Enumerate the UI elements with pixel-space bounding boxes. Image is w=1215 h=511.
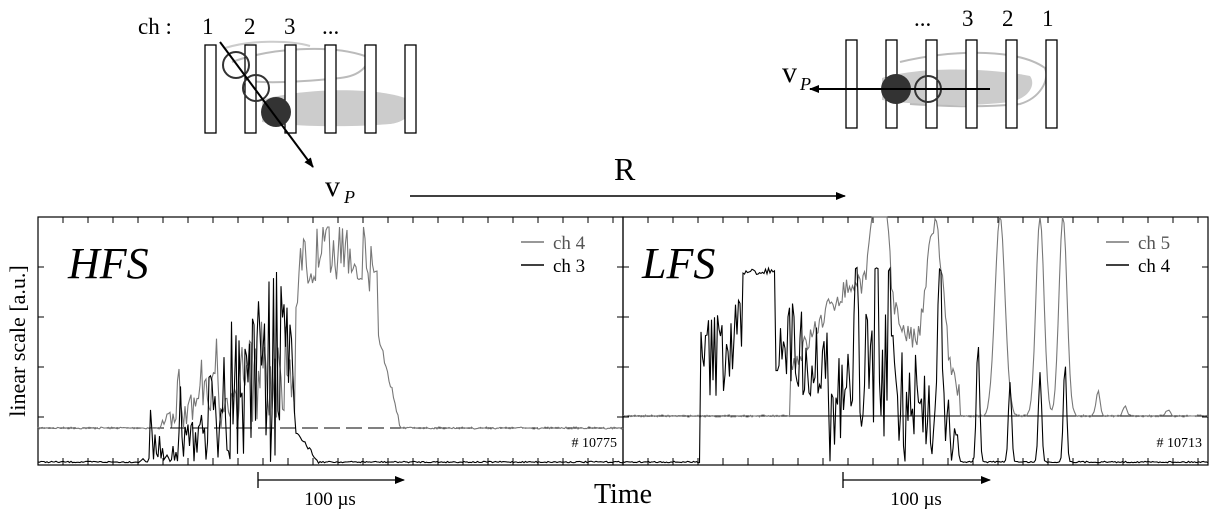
pellet-trajectory-arrow	[219, 41, 314, 168]
series-line-ch5	[622, 215, 1209, 418]
shot-number: # 10713	[1157, 436, 1203, 451]
panel-ticks	[38, 217, 1208, 465]
legend-label-ch3: ch 3	[553, 256, 585, 277]
major-radius-arrow: R	[410, 151, 846, 200]
scale-bar-label: 100 µs	[304, 489, 356, 510]
hfs-panel: HFS ch 4 ch 3 # 10775	[37, 226, 624, 465]
lfs-panel-frame	[622, 216, 1209, 466]
pellet-previous	[242, 74, 270, 102]
channel-label-ellipsis: ...	[914, 6, 931, 31]
channel-label-ellipsis: ...	[322, 14, 339, 39]
detector-channel	[845, 39, 858, 129]
channel-label-3: 3	[284, 14, 296, 39]
legend-label-ch4: ch 4	[553, 233, 586, 254]
series-line-ch4	[37, 226, 624, 430]
scale-bar-label: 100 µs	[890, 489, 942, 510]
velocity-label-subscript: P	[343, 187, 355, 207]
sketch-left: ch : 1 2 3 ... v P	[138, 14, 417, 207]
hfs-panel-label: HFS	[67, 239, 149, 288]
channel-label-1: 1	[202, 14, 214, 39]
channel-label-3: 3	[962, 6, 974, 31]
ablation-cloud-outline-2	[224, 40, 311, 49]
channel-label-1: 1	[1042, 6, 1054, 31]
legend-label-ch4: ch 4	[1138, 256, 1171, 277]
x-axis-label: Time	[594, 479, 652, 510]
lfs-panel-label: LFS	[641, 239, 715, 288]
sketch-right: ... 3 2 1 v P	[782, 6, 1058, 129]
detector-channel	[965, 39, 978, 129]
channel-label-2: 2	[244, 14, 256, 39]
detector-channel	[284, 44, 297, 134]
series-line-ch4	[622, 266, 1209, 464]
detector-channel	[1045, 39, 1058, 129]
hfs-scale-bar: 100 µs	[257, 472, 405, 510]
detector-channel	[404, 44, 417, 134]
detector-channel	[1005, 39, 1018, 129]
velocity-label-subscript: P	[799, 74, 811, 94]
series-line-ch3	[37, 271, 623, 465]
pellet-previous	[222, 51, 250, 79]
detector-channel	[204, 44, 217, 134]
lfs-scale-bar: 100 µs	[842, 472, 991, 510]
velocity-label: v	[325, 170, 340, 203]
detector-channel	[324, 44, 337, 134]
detector-channel	[925, 39, 938, 129]
legend-label-ch5: ch 5	[1138, 233, 1170, 254]
y-axis-label: linear scale [a.u.]	[5, 265, 30, 416]
r-label: R	[614, 151, 636, 187]
shot-number: # 10775	[572, 436, 618, 451]
detector-channel	[364, 44, 377, 134]
pellet-current	[261, 97, 291, 127]
channel-prefix-label: ch :	[138, 14, 172, 39]
lfs-panel: LFS ch 5 ch 4 # 10713	[622, 215, 1209, 464]
channel-label-2: 2	[1002, 6, 1014, 31]
velocity-label: v	[782, 56, 797, 89]
